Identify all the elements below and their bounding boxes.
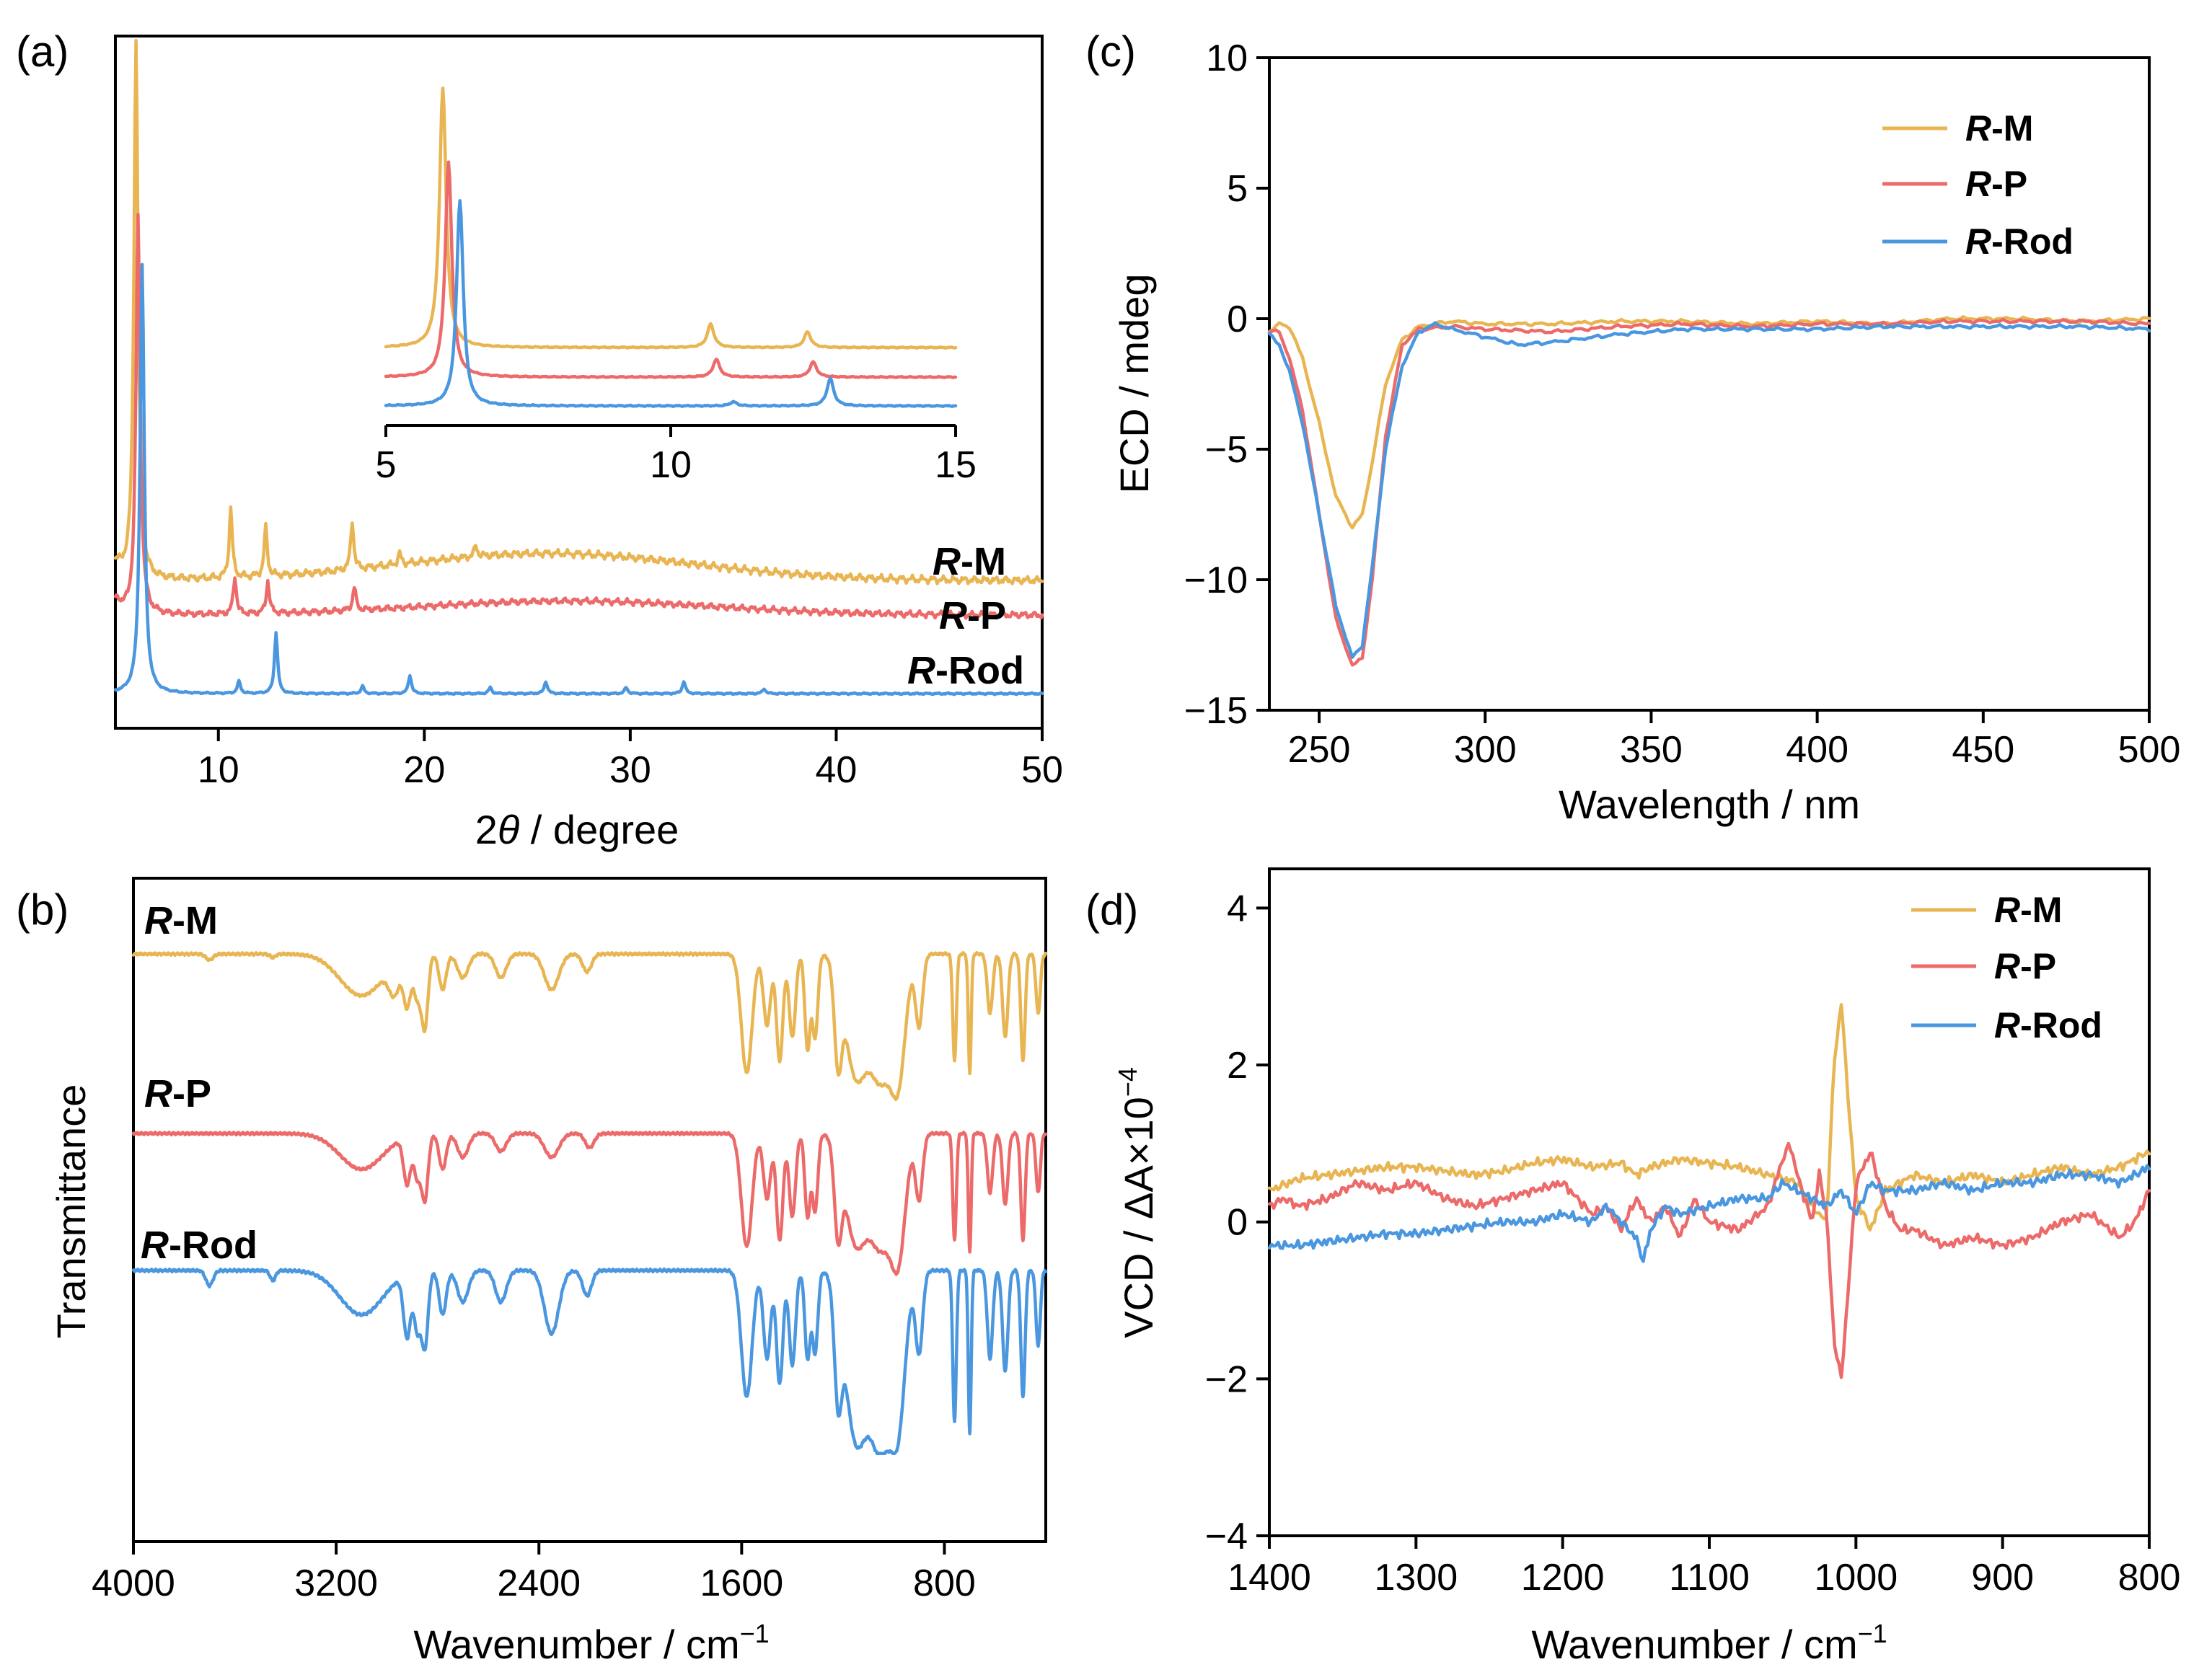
series-line-r-p: [1267, 317, 2151, 667]
series-line-r-rod: [131, 1267, 1048, 1456]
panel-d-letter: (d): [1085, 885, 1138, 934]
inset-x-tick-label: 10: [650, 444, 692, 486]
panel-a-label-r-m: R-M: [933, 540, 1006, 583]
panel-d-x-axis-label: Wavenumber / cm−1: [1531, 1619, 1887, 1667]
series-line-r-p: [131, 1130, 1048, 1276]
y-tick-label: 10: [1206, 37, 1248, 79]
panel-c-y-ticks: 10 5 0 −5 −10 −15: [1184, 37, 1269, 732]
x-tick-label: 20: [403, 749, 445, 791]
panel-a-label-r-p: R-P: [939, 594, 1006, 637]
inset-x-ticks: 5 10 15: [376, 425, 977, 486]
series-line-r-p: [1267, 1141, 2151, 1379]
x-tick-label: 30: [609, 749, 651, 791]
panel-c-y-axis-label: ECD / mdeg: [1111, 274, 1157, 494]
panel-a-series: [113, 38, 1044, 697]
x-tick-label: 1300: [1374, 1557, 1458, 1599]
panel-c-x-ticks: 250 300 350 400 450 500: [1288, 710, 2181, 771]
x-tick-label: 1200: [1521, 1557, 1605, 1599]
series-line-r-m: [113, 38, 1044, 585]
series-line-r-m: [131, 950, 1048, 1102]
x-tick-label: 40: [816, 749, 858, 791]
x-tick-label: 450: [1952, 729, 2014, 771]
x-tick-label: 3200: [294, 1562, 378, 1604]
x-tick-label: 800: [2118, 1557, 2181, 1599]
panel-b-letter: (b): [16, 885, 69, 934]
y-tick-label: −15: [1184, 690, 1248, 732]
series-line-r-rod: [1267, 321, 2151, 659]
legend-label-r-rod: R-Rod: [1994, 1005, 2102, 1045]
panel-b-series: [131, 950, 1048, 1456]
panel-d: (d) 1400 1300 1200 1100 1000 900 800 4 2 0 −2 −4 W…: [1085, 867, 2180, 1667]
panel-b-x-ticks: 4000 3200 2400 1600 800: [92, 1542, 976, 1604]
panel-c-x-axis-label: Wavelength / nm: [1559, 782, 1860, 827]
y-tick-label: 0: [1227, 299, 1248, 340]
panel-d-y-ticks: 4 2 0 −2 −4: [1205, 888, 1269, 1557]
inset-x-tick-label: 5: [376, 444, 397, 486]
inset-x-tick-label: 15: [935, 444, 977, 486]
panel-a: (a) 10 20 30 40 50 2θ / degree R-M R-P R-Rod…: [16, 27, 1063, 852]
series-line-r-rod: [1267, 1164, 2151, 1263]
legend-label-r-m: R-M: [1965, 108, 2033, 149]
x-tick-label: 500: [2118, 729, 2181, 771]
x-tick-label: 1100: [1669, 1557, 1750, 1599]
series-line-r-p: [113, 213, 1044, 620]
x-tick-label: 1000: [1814, 1557, 1898, 1599]
y-tick-label: −5: [1205, 429, 1248, 471]
panel-b-label-r-rod: R-Rod: [141, 1224, 257, 1267]
x-tick-label: 1400: [1228, 1557, 1311, 1599]
y-tick-label: −10: [1184, 560, 1248, 601]
panel-a-inset: 5 10 15: [376, 87, 977, 486]
x-tick-label: 800: [913, 1562, 976, 1604]
x-tick-label: 2400: [497, 1562, 581, 1604]
y-tick-label: 2: [1227, 1045, 1248, 1087]
x-tick-label: 400: [1786, 729, 1848, 771]
panel-d-x-ticks: 1400 1300 1200 1100 1000 900 800: [1228, 1536, 2180, 1599]
panel-b-frame: [132, 877, 1047, 1543]
panel-b: (b) 4000 3200 2400 1600 800 Wavenumber / cm−…: [16, 877, 1048, 1667]
y-tick-label: −2: [1205, 1358, 1248, 1400]
x-tick-label: 10: [198, 749, 239, 791]
x-tick-label: 350: [1620, 729, 1683, 771]
y-tick-label: −4: [1205, 1516, 1248, 1557]
inset-series-line-r-p: [384, 160, 958, 380]
y-tick-label: 4: [1227, 888, 1248, 929]
panel-c-legend: R-M R-P R-Rod: [1882, 108, 2074, 262]
legend-label-r-p: R-P: [1994, 946, 2056, 986]
legend-label-r-p: R-P: [1965, 164, 2027, 204]
panel-d-series: [1267, 1003, 2151, 1379]
x-tick-label: 250: [1288, 729, 1351, 771]
inset-series-line-r-rod: [384, 199, 958, 409]
panel-a-x-axis-label: 2θ / degree: [475, 807, 679, 852]
panel-b-label-r-p: R-P: [144, 1072, 211, 1115]
panel-b-y-axis-label: Transmittance: [48, 1084, 94, 1339]
panel-c-series: [1267, 315, 2151, 667]
panel-c-frame: [1268, 56, 2151, 712]
y-tick-label: 5: [1227, 168, 1248, 210]
legend-label-r-m: R-M: [1994, 890, 2062, 930]
panel-c-letter: (c): [1085, 27, 1136, 76]
x-tick-label: 1600: [700, 1562, 783, 1604]
panel-a-label-r-rod: R-Rod: [907, 649, 1024, 692]
x-tick-label: 300: [1454, 729, 1517, 771]
x-tick-label: 50: [1021, 749, 1063, 791]
panel-a-frame: [114, 35, 1044, 730]
panel-d-legend: R-M R-P R-Rod: [1911, 890, 2102, 1045]
inset-series: [384, 87, 958, 409]
panel-c: (c) 250 300 350 400 450 500 10 5 0 −5 −10 −15 Wave…: [1085, 27, 2180, 827]
x-tick-label: 4000: [92, 1562, 175, 1604]
y-tick-label: 0: [1227, 1202, 1248, 1244]
panel-d-y-axis-label: VCD / ΔA×10−4: [1113, 1067, 1161, 1338]
series-line-r-rod: [113, 262, 1044, 697]
panel-b-label-r-m: R-M: [144, 899, 218, 942]
legend-label-r-rod: R-Rod: [1965, 221, 2074, 262]
panel-a-x-ticks: 10 20 30 40 50: [198, 728, 1063, 791]
inset-series-line-r-m: [384, 87, 958, 350]
panel-b-x-axis-label: Wavenumber / cm−1: [413, 1619, 769, 1667]
x-tick-label: 900: [1971, 1557, 2034, 1599]
panel-a-letter: (a): [16, 27, 69, 76]
